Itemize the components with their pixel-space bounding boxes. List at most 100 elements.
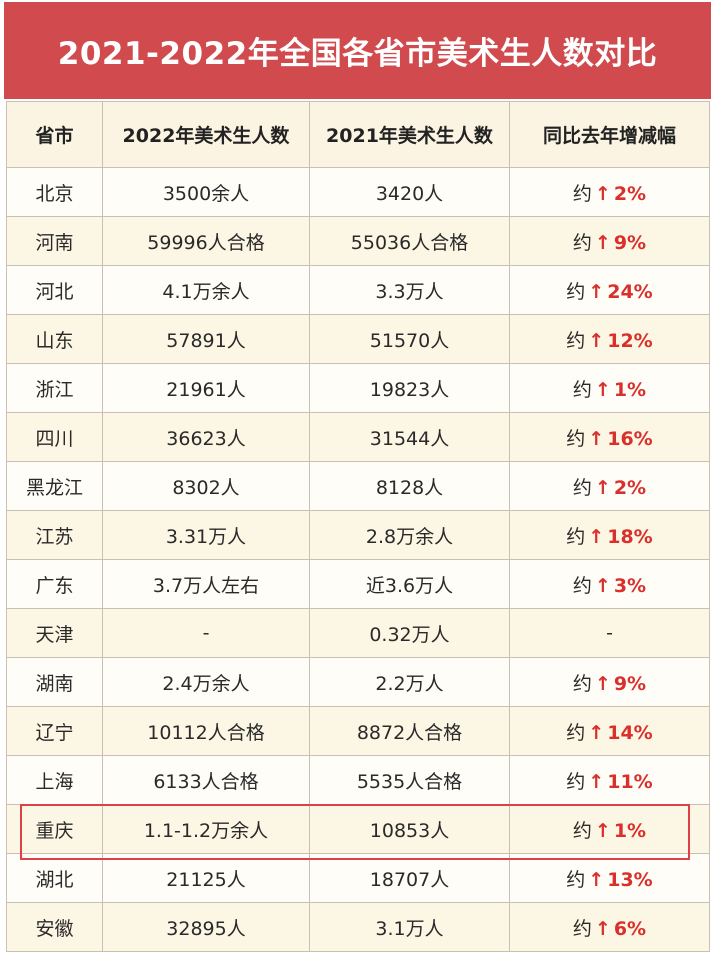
cell-province: 江苏 bbox=[6, 510, 103, 560]
change-value: 9% bbox=[613, 231, 647, 254]
arrow-up-icon: ↑ bbox=[594, 231, 611, 254]
cell-2022: 3.7万人左右 bbox=[102, 559, 310, 609]
cell-2022: 2.4万余人 bbox=[102, 657, 310, 707]
cell-2022: 21125人 bbox=[102, 853, 310, 903]
cell-change: 约 ↑ 24% bbox=[509, 265, 710, 315]
table-row: 上海 6133人合格 5535人合格 约 ↑ 11% bbox=[6, 755, 710, 805]
change-value: 14% bbox=[607, 721, 653, 744]
table-row: 辽宁 10112人合格 8872人合格约 ↑ 14% bbox=[6, 706, 710, 756]
cell-change: 约 ↑ 1% bbox=[509, 804, 710, 854]
cell-2021: 31544人 bbox=[309, 412, 510, 462]
change-prefix: 约 bbox=[566, 721, 586, 744]
cell-province: 浙江 bbox=[6, 363, 103, 413]
cell-province: 北京 bbox=[6, 167, 103, 217]
change-value: 12% bbox=[607, 329, 653, 352]
cell-2021: 18707人 bbox=[309, 853, 510, 903]
table-row: 河南 59996人合格 55036人合格约 ↑ 9% bbox=[6, 216, 710, 266]
cell-2022: 3500余人 bbox=[102, 167, 310, 217]
comparison-table: 省市 2022年美术生人数 2021年美术生人数 同比去年增减幅 北京 3500余… bbox=[6, 101, 710, 952]
cell-change: 约 ↑ 9% bbox=[509, 216, 710, 266]
table-row: 安徽 32895人 3.1万人约 ↑ 6% bbox=[6, 902, 710, 952]
cell-2022: 21961人 bbox=[102, 363, 310, 413]
change-prefix: 约 bbox=[572, 476, 592, 499]
cell-2021: 8872人合格 bbox=[309, 706, 510, 756]
arrow-up-icon: ↑ bbox=[588, 525, 605, 548]
cell-2022: 4.1万余人 bbox=[102, 265, 310, 315]
change-value: 13% bbox=[607, 868, 653, 891]
change-value: 11% bbox=[607, 770, 653, 793]
change-value: 18% bbox=[607, 525, 653, 548]
change-value: 2% bbox=[613, 182, 647, 205]
arrow-up-icon: ↑ bbox=[588, 770, 605, 793]
cell-province: 河北 bbox=[6, 265, 103, 315]
change-value: 9% bbox=[613, 672, 647, 695]
cell-change: 约 ↑ 3% bbox=[509, 559, 710, 609]
change-prefix: 约 bbox=[566, 770, 586, 793]
table-row: 重庆 1.1-1.2万余人 10853人约 ↑ 1% bbox=[6, 804, 710, 854]
change-value: 3% bbox=[613, 574, 647, 597]
cell-2021: 10853人 bbox=[309, 804, 510, 854]
cell-2021: 近3.6万人 bbox=[309, 559, 510, 609]
cell-province: 重庆 bbox=[6, 804, 103, 854]
cell-2021: 19823人 bbox=[309, 363, 510, 413]
header-2022: 2022年美术生人数 bbox=[102, 101, 310, 168]
table-row: 湖北 21125人 18707人约 ↑ 13% bbox=[6, 853, 710, 903]
table-row: 山东 57891人 51570人约 ↑ 12% bbox=[6, 314, 710, 364]
cell-change: 约 ↑ 2% bbox=[509, 461, 710, 511]
change-prefix: 约 bbox=[572, 574, 592, 597]
cell-2021: 3.3万人 bbox=[309, 265, 510, 315]
arrow-up-icon: ↑ bbox=[588, 280, 605, 303]
header-province: 省市 bbox=[6, 101, 103, 168]
cell-2021: 2.8万余人 bbox=[309, 510, 510, 560]
cell-province: 上海 bbox=[6, 755, 103, 805]
cell-2022: 1.1-1.2万余人 bbox=[102, 804, 310, 854]
cell-province: 黑龙江 bbox=[6, 461, 103, 511]
cell-2022: 10112人合格 bbox=[102, 706, 310, 756]
cell-province: 天津 bbox=[6, 608, 103, 658]
change-value: 1% bbox=[613, 378, 647, 401]
arrow-up-icon: ↑ bbox=[588, 329, 605, 352]
cell-2022: 6133人合格 bbox=[102, 755, 310, 805]
cell-2022: 59996人合格 bbox=[102, 216, 310, 266]
cell-change: 约 ↑ 1% bbox=[509, 363, 710, 413]
cell-2022: - bbox=[102, 608, 310, 658]
table-row: 湖南 2.4万余人 2.2万人约 ↑ 9% bbox=[6, 657, 710, 707]
table-row: 河北 4.1万余人 3.3万人约 ↑ 24% bbox=[6, 265, 710, 315]
cell-province: 广东 bbox=[6, 559, 103, 609]
change-value: 16% bbox=[607, 427, 653, 450]
cell-2021: 8128人 bbox=[309, 461, 510, 511]
table-row: 北京 3500余人 3420人约 ↑ 2% bbox=[6, 167, 710, 217]
table-row: 天津 -0.32万人 - bbox=[6, 608, 710, 658]
cell-2021: 2.2万人 bbox=[309, 657, 510, 707]
cell-province: 河南 bbox=[6, 216, 103, 266]
change-prefix: 约 bbox=[566, 868, 586, 891]
table-row: 四川 36623人 31544人约 ↑ 16% bbox=[6, 412, 710, 462]
table-row: 黑龙江 8302人 8128人约 ↑ 2% bbox=[6, 461, 710, 511]
cell-2021: 55036人合格 bbox=[309, 216, 510, 266]
arrow-up-icon: ↑ bbox=[588, 427, 605, 450]
cell-province: 辽宁 bbox=[6, 706, 103, 756]
cell-2022: 8302人 bbox=[102, 461, 310, 511]
cell-change: 约 ↑ 18% bbox=[509, 510, 710, 560]
cell-province: 湖南 bbox=[6, 657, 103, 707]
header-2021: 2021年美术生人数 bbox=[309, 101, 510, 168]
arrow-up-icon: ↑ bbox=[594, 476, 611, 499]
cell-change: 约 ↑ 6% bbox=[509, 902, 710, 952]
cell-2022: 36623人 bbox=[102, 412, 310, 462]
title-banner: 2021-2022年全国各省市美术生人数对比 bbox=[4, 2, 711, 99]
cell-change: 约 ↑ 14% bbox=[509, 706, 710, 756]
cell-province: 山东 bbox=[6, 314, 103, 364]
cell-2022: 32895人 bbox=[102, 902, 310, 952]
change-prefix: 约 bbox=[572, 182, 592, 205]
cell-province: 安徽 bbox=[6, 902, 103, 952]
arrow-up-icon: ↑ bbox=[588, 721, 605, 744]
change-prefix: 约 bbox=[572, 819, 592, 842]
change-prefix: 约 bbox=[572, 231, 592, 254]
change-prefix: 约 bbox=[572, 672, 592, 695]
arrow-up-icon: ↑ bbox=[594, 182, 611, 205]
arrow-up-icon: ↑ bbox=[594, 819, 611, 842]
cell-2021: 5535人合格 bbox=[309, 755, 510, 805]
arrow-up-icon: ↑ bbox=[588, 868, 605, 891]
change-prefix: 约 bbox=[566, 329, 586, 352]
cell-2022: 3.31万人 bbox=[102, 510, 310, 560]
